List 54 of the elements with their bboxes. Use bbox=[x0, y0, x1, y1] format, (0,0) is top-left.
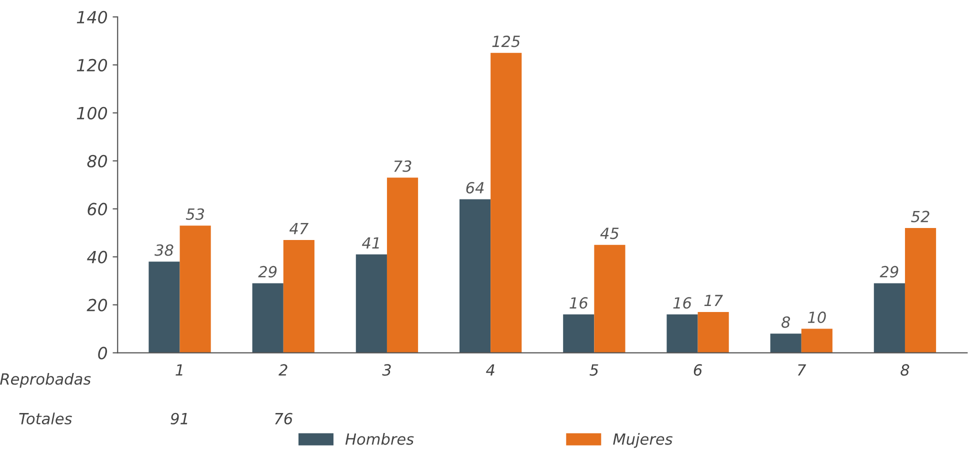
bar bbox=[770, 334, 802, 353]
bar bbox=[594, 244, 626, 353]
data-label: 41 bbox=[362, 237, 379, 248]
y-tick-label: 0 bbox=[98, 346, 108, 360]
y-tick-label: 40 bbox=[86, 250, 108, 264]
data-label: 29 bbox=[258, 266, 277, 278]
legend-label: Mujeres bbox=[613, 433, 673, 448]
x-tick-label: 1 bbox=[176, 364, 182, 376]
bar bbox=[801, 328, 832, 353]
y-tick-label: 100 bbox=[76, 106, 108, 120]
data-label: 47 bbox=[289, 222, 308, 234]
y-tick-label: 60 bbox=[88, 202, 108, 216]
bar bbox=[283, 240, 314, 353]
x-tick-label: 2 bbox=[278, 364, 288, 376]
bar bbox=[666, 314, 698, 353]
bar bbox=[252, 283, 284, 353]
bar bbox=[490, 52, 522, 353]
x-tick-label: 5 bbox=[590, 364, 598, 376]
x-tick-label: 3 bbox=[382, 364, 391, 376]
x-tick-label: 4 bbox=[486, 364, 494, 376]
text: 91 bbox=[170, 412, 188, 424]
bar bbox=[148, 262, 180, 353]
data-label: 125 bbox=[492, 36, 520, 48]
data-label: 52 bbox=[911, 210, 930, 222]
y-tick-label: 120 bbox=[76, 58, 108, 72]
data-label: 16 bbox=[673, 297, 692, 309]
data-label: 17 bbox=[704, 294, 723, 306]
bar bbox=[180, 226, 211, 353]
bar bbox=[563, 314, 594, 353]
y-tick-label: 20 bbox=[86, 298, 108, 312]
y-tick-label: 80 bbox=[87, 154, 108, 168]
x-axis-title: Reprobadas bbox=[0, 372, 91, 388]
data-label: 53 bbox=[186, 208, 204, 220]
bar bbox=[698, 312, 729, 353]
bar bbox=[904, 228, 936, 353]
x-tick-label: 8 bbox=[900, 364, 910, 376]
data-label: 38 bbox=[154, 244, 174, 256]
x-tick-label: 6 bbox=[694, 364, 702, 376]
y-tick-label: 140 bbox=[76, 10, 108, 24]
data-label: 29 bbox=[880, 266, 898, 278]
text: Totales bbox=[19, 412, 72, 424]
legend-label: Hombres bbox=[345, 433, 414, 445]
bar bbox=[874, 283, 905, 353]
bar bbox=[459, 199, 491, 353]
data-label: 73 bbox=[394, 160, 412, 172]
data-label: 10 bbox=[808, 312, 826, 324]
data-label: 45 bbox=[600, 228, 619, 240]
data-label: 16 bbox=[570, 297, 588, 309]
bar bbox=[356, 254, 387, 353]
data-label: 64 bbox=[466, 182, 484, 194]
text: 76 bbox=[275, 412, 292, 424]
x-tick-label: 7 bbox=[798, 364, 806, 376]
data-label: 8 bbox=[781, 316, 790, 328]
bar bbox=[386, 178, 418, 353]
